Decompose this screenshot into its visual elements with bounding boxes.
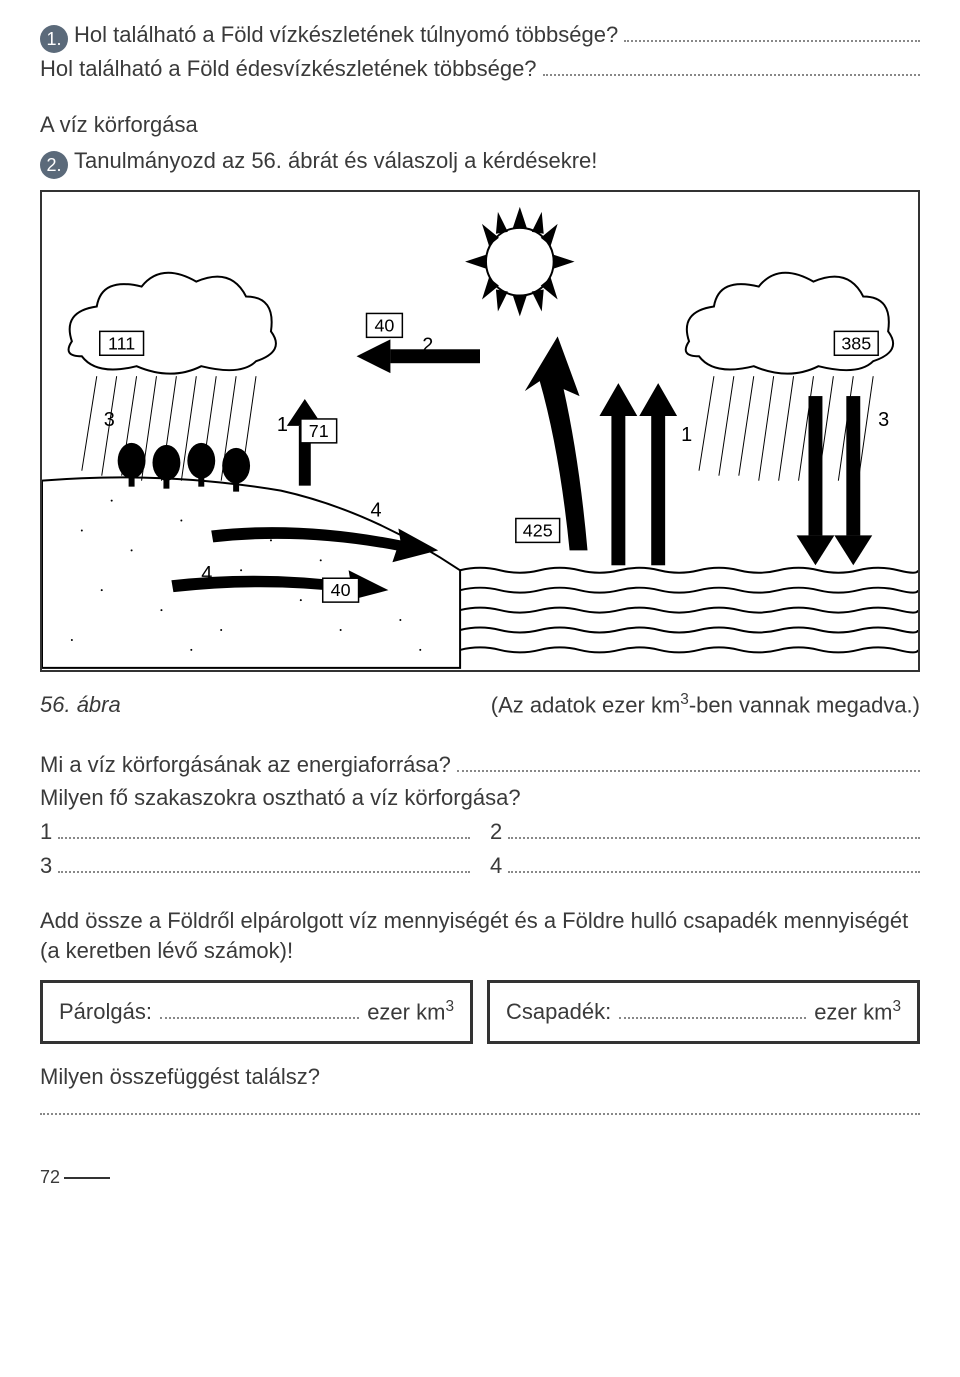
figure-caption: 56. ábra (Az adatok ezer km3-ben vannak … [40, 690, 920, 720]
answer-blank[interactable] [58, 819, 470, 839]
arrow-wind-icon [357, 339, 480, 373]
question-3: Mi a víz körforgásának az energiaforrása… [40, 750, 920, 780]
unit-label: ezer km3 [814, 997, 901, 1027]
val-40b: 40 [331, 580, 351, 600]
answer-blank[interactable] [508, 853, 920, 873]
q4-text: Milyen fő szakaszokra osztható a víz kör… [40, 783, 521, 813]
stage-4: 4 [490, 851, 502, 881]
stages-row-1: 1 2 [40, 817, 920, 847]
calc-boxes: Párolgás: ezer km3 Csapadék: ezer km3 [40, 980, 920, 1044]
answer-blank[interactable] [457, 752, 920, 772]
val-71: 71 [309, 421, 329, 441]
answer-blank[interactable] [160, 999, 359, 1019]
stages-row-2: 3 4 [40, 851, 920, 881]
val-40a: 40 [374, 315, 394, 335]
lbl-3r: 3 [878, 409, 889, 431]
lbl-2: 2 [422, 334, 433, 356]
lbl-4b: 4 [201, 563, 212, 585]
precip-box: Csapadék: ezer km3 [487, 980, 920, 1044]
stage-1: 1 [40, 817, 52, 847]
precip-label: Csapadék: [506, 997, 611, 1027]
lbl-4a: 4 [371, 499, 382, 521]
page-bar-icon [64, 1177, 110, 1179]
cloud-right-icon [686, 272, 893, 480]
lbl-1l: 1 [277, 414, 288, 436]
caption-left: 56. ábra [40, 690, 121, 720]
question-6: Milyen összefüggést találsz? [40, 1062, 920, 1092]
stage-2: 2 [490, 817, 502, 847]
answer-blank[interactable] [619, 999, 806, 1019]
q2-text: Tanulmányozd az 56. ábrát és válaszolj a… [74, 146, 597, 176]
q6-text: Milyen összefüggést találsz? [40, 1062, 320, 1092]
unit-label: ezer km3 [367, 997, 454, 1027]
val-385: 385 [841, 333, 871, 353]
badge-2: 2. [40, 151, 68, 179]
answer-blank[interactable] [508, 819, 920, 839]
question-4: Milyen fő szakaszokra osztható a víz kör… [40, 783, 920, 813]
section-heading: A víz körforgása [40, 110, 920, 140]
evap-label: Párolgás: [59, 997, 152, 1027]
answer-blank[interactable] [40, 1095, 920, 1115]
page-number: 72 [40, 1165, 920, 1189]
arrow-precip-sea-icon [797, 396, 873, 565]
lbl-3l: 3 [104, 409, 115, 431]
answer-blank[interactable] [624, 22, 920, 42]
question-1-line-a: 1. Hol található a Föld vízkészletének t… [40, 20, 920, 50]
answer-blank[interactable] [543, 56, 920, 76]
q3-text: Mi a víz körforgásának az energiaforrása… [40, 750, 451, 780]
q1-text-b: Hol található a Föld édesvízkészletének … [40, 54, 537, 84]
q1-text-a: Hol található a Föld vízkészletének túln… [74, 20, 618, 50]
val-111: 111 [108, 333, 135, 353]
stage-3: 3 [40, 851, 52, 881]
water-cycle-diagram: 111 40 385 71 425 40 2 3 3 1 1 4 4 [42, 192, 918, 670]
question-1-line-b: Hol található a Föld édesvízkészletének … [40, 54, 920, 84]
sun-icon [465, 207, 574, 316]
question-5: Add össze a Földről elpárolgott víz menn… [40, 906, 920, 965]
evaporation-box: Párolgás: ezer km3 [40, 980, 473, 1044]
question-2: 2. Tanulmányozd az 56. ábrát és válaszol… [40, 146, 920, 176]
answer-blank[interactable] [58, 853, 470, 873]
lbl-1r: 1 [681, 424, 692, 446]
badge-1: 1. [40, 25, 68, 53]
val-425: 425 [523, 520, 553, 540]
diagram-frame: 111 40 385 71 425 40 2 3 3 1 1 4 4 [40, 190, 920, 672]
question-6-blank [40, 1095, 920, 1115]
caption-right: (Az adatok ezer km3-ben vannak megadva.) [491, 690, 920, 720]
